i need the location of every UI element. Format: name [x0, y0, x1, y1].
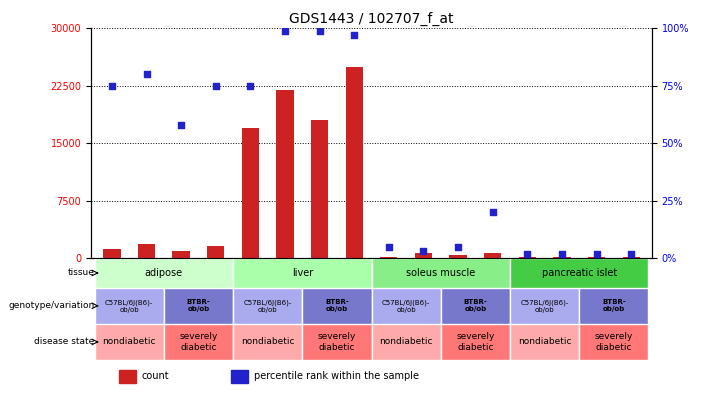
FancyBboxPatch shape [510, 288, 579, 324]
Bar [553, 257, 571, 258]
Text: tissue: tissue [68, 269, 95, 277]
Text: BTBR-
ob/ob: BTBR- ob/ob [463, 299, 487, 312]
Point [522, 250, 533, 257]
Point [314, 28, 325, 34]
Text: severely
diabetic: severely diabetic [318, 332, 356, 352]
FancyBboxPatch shape [302, 324, 372, 360]
Point [418, 248, 429, 255]
Point [383, 243, 395, 250]
Text: severely
diabetic: severely diabetic [179, 332, 217, 352]
Text: adipose: adipose [145, 268, 183, 278]
FancyBboxPatch shape [95, 324, 164, 360]
Bar [242, 128, 259, 258]
Text: C57BL/6J(B6)-
ob/ob: C57BL/6J(B6)- ob/ob [382, 299, 430, 313]
Text: BTBR-
ob/ob: BTBR- ob/ob [325, 299, 349, 312]
FancyBboxPatch shape [372, 258, 510, 288]
Bar [415, 253, 432, 258]
Text: disease state: disease state [34, 337, 95, 346]
Text: liver: liver [292, 268, 313, 278]
Text: genotype/variation: genotype/variation [8, 301, 95, 310]
Point [625, 250, 637, 257]
Point [487, 209, 498, 215]
Point [141, 71, 152, 78]
Bar [207, 246, 224, 258]
Title: GDS1443 / 102707_f_at: GDS1443 / 102707_f_at [290, 12, 454, 26]
FancyBboxPatch shape [510, 324, 579, 360]
Bar [622, 257, 640, 258]
FancyBboxPatch shape [164, 288, 233, 324]
FancyBboxPatch shape [233, 258, 372, 288]
Point [557, 250, 568, 257]
Bar [311, 120, 328, 258]
Point [280, 28, 291, 34]
Bar [103, 249, 121, 258]
FancyBboxPatch shape [372, 324, 441, 360]
Point [452, 243, 463, 250]
Point [175, 122, 186, 128]
FancyBboxPatch shape [95, 258, 233, 288]
FancyBboxPatch shape [302, 288, 372, 324]
Text: nondiabetic: nondiabetic [102, 337, 156, 346]
Text: count: count [142, 371, 169, 382]
Point [107, 83, 118, 89]
Bar [380, 257, 397, 258]
Bar [172, 252, 190, 258]
Text: pancreatic islet: pancreatic islet [542, 268, 617, 278]
Text: C57BL/6J(B6)-
ob/ob: C57BL/6J(B6)- ob/ob [105, 299, 154, 313]
FancyBboxPatch shape [164, 324, 233, 360]
Text: nondiabetic: nondiabetic [518, 337, 571, 346]
Text: C57BL/6J(B6)-
ob/ob: C57BL/6J(B6)- ob/ob [243, 299, 292, 313]
Bar [484, 253, 501, 258]
Text: BTBR-
ob/ob: BTBR- ob/ob [602, 299, 626, 312]
Bar [231, 370, 248, 383]
Bar [138, 245, 155, 258]
Point [245, 83, 256, 89]
FancyBboxPatch shape [233, 324, 302, 360]
Point [210, 83, 222, 89]
Bar [119, 370, 136, 383]
Text: C57BL/6J(B6)-
ob/ob: C57BL/6J(B6)- ob/ob [520, 299, 569, 313]
Text: percentile rank within the sample: percentile rank within the sample [254, 371, 418, 382]
Text: soleus muscle: soleus muscle [406, 268, 475, 278]
FancyBboxPatch shape [579, 288, 648, 324]
FancyBboxPatch shape [510, 258, 648, 288]
Text: BTBR-
ob/ob: BTBR- ob/ob [186, 299, 210, 312]
Bar [449, 255, 467, 258]
Text: severely
diabetic: severely diabetic [456, 332, 495, 352]
Point [591, 250, 602, 257]
FancyBboxPatch shape [372, 288, 441, 324]
FancyBboxPatch shape [441, 324, 510, 360]
FancyBboxPatch shape [95, 288, 164, 324]
Bar [276, 90, 294, 258]
Text: nondiabetic: nondiabetic [379, 337, 433, 346]
Bar [346, 67, 363, 258]
Text: severely
diabetic: severely diabetic [594, 332, 633, 352]
FancyBboxPatch shape [441, 288, 510, 324]
FancyBboxPatch shape [233, 288, 302, 324]
Text: nondiabetic: nondiabetic [241, 337, 294, 346]
FancyBboxPatch shape [579, 324, 648, 360]
Point [348, 32, 360, 38]
